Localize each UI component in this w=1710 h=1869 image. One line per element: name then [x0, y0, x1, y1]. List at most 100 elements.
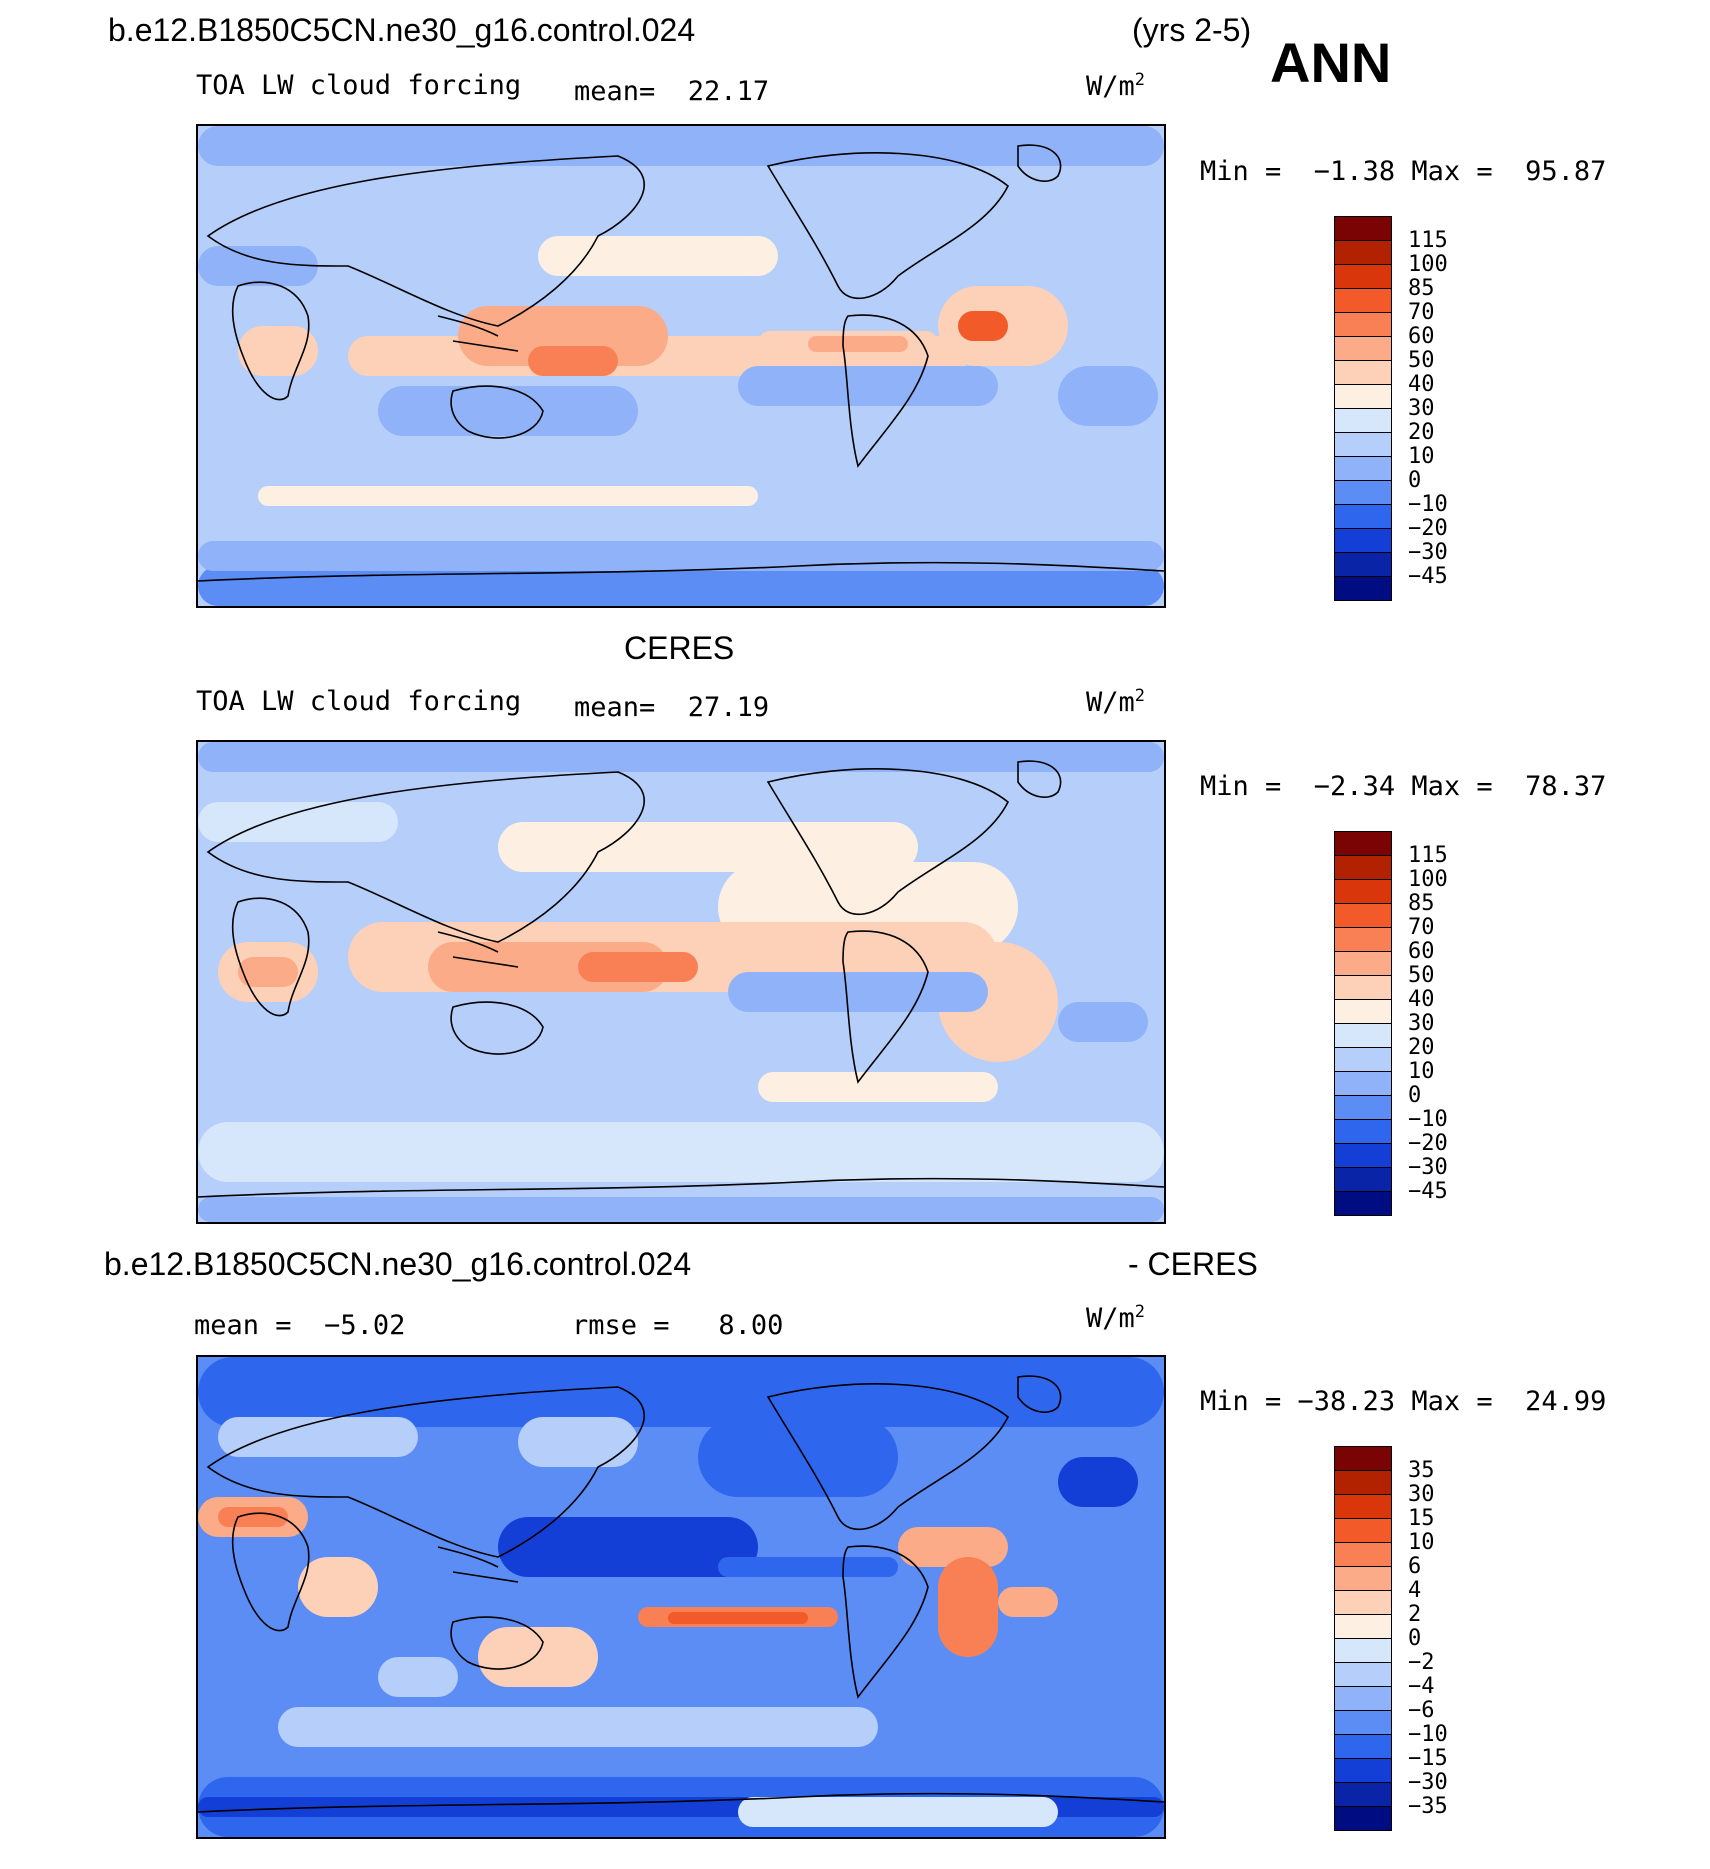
panel1-units: W/m2: [1086, 70, 1145, 102]
field-contour-region: [298, 1557, 378, 1617]
colorbar-swatch: [1334, 1119, 1392, 1144]
panel3-rmse: rmse = 8.00: [572, 1310, 783, 1341]
colorbar-swatch: [1334, 336, 1392, 361]
colorbar-swatch: [1334, 1782, 1392, 1807]
coastline: [450, 1616, 544, 1670]
colorbar-tick-label: 10: [1408, 444, 1435, 469]
coastline: [766, 152, 1010, 300]
panel2-min-label: Min =: [1200, 771, 1282, 802]
colorbar-swatch: [1334, 576, 1392, 601]
panel2-units-base: W/m: [1086, 687, 1135, 718]
field-contour-region: [218, 1417, 418, 1457]
coastline: [1017, 144, 1062, 182]
colorbar-tick-label: 50: [1408, 963, 1435, 988]
colorbar-tick-label: −10: [1408, 1107, 1448, 1132]
colorbar-tick-label: −20: [1408, 516, 1448, 541]
field-contour-region: [198, 166, 1164, 226]
field-contour-region: [498, 822, 918, 872]
panel3-min-value: −38.23: [1297, 1386, 1396, 1417]
colorbar-swatch: [1334, 1143, 1392, 1168]
panel3-rmse-value: 8.00: [718, 1310, 784, 1341]
panel3-units-base: W/m: [1086, 1303, 1135, 1334]
field-contour-region: [198, 1357, 1164, 1427]
colorbar-tick-label: 0: [1408, 468, 1422, 493]
colorbar-swatch: [1334, 831, 1392, 856]
panel2-units: W/m2: [1086, 686, 1145, 718]
panel2-min-value: −2.34: [1313, 771, 1396, 802]
colorbar-tick-label: 10: [1408, 1059, 1435, 1084]
coastline: [231, 1512, 310, 1632]
colorbar-tick-label: −10: [1408, 1722, 1448, 1747]
colorbar-swatch: [1334, 288, 1392, 313]
panel1-units-base: W/m: [1086, 71, 1135, 102]
coastline: [437, 315, 519, 352]
colorbar-tick-label: 0: [1408, 1626, 1422, 1651]
field-contour-region: [718, 1557, 898, 1577]
colorbar-tick-label: 15: [1408, 1506, 1435, 1531]
field-contour-region: [998, 1587, 1058, 1617]
coastline: [206, 771, 645, 943]
field-contour-region: [518, 1417, 638, 1467]
colorbar-swatch: [1334, 1542, 1392, 1567]
panel1-minmax: Min = −1.38 Max = 95.87: [1200, 156, 1606, 187]
field-contour-region: [238, 326, 318, 376]
colorbar-swatch: [1334, 1566, 1392, 1591]
colorbar-swatch: [1334, 1167, 1392, 1192]
panel2-units-exp: 2: [1134, 686, 1146, 706]
colorbar-swatch: [1334, 1470, 1392, 1495]
field-contour-region: [958, 311, 1008, 341]
panel1-max-value: 95.87: [1525, 156, 1607, 187]
colorbar-tick-label: 20: [1408, 1035, 1435, 1060]
panel3-units: W/m2: [1086, 1302, 1145, 1334]
panel3-title-right: - CERES: [1128, 1246, 1258, 1282]
coastline: [206, 155, 645, 327]
colorbar-tick-label: −45: [1408, 564, 1448, 589]
colorbar-swatch: [1334, 432, 1392, 457]
colorbar-swatch: [1334, 1047, 1392, 1072]
colorbar-tick-label: 85: [1408, 891, 1435, 916]
field-contour-region: [198, 802, 398, 842]
colorbar-swatch: [1334, 216, 1392, 241]
panel3-min-label: Min =: [1200, 1386, 1282, 1417]
colorbar-tick-label: 30: [1408, 1482, 1435, 1507]
panel3-rmse-label: rmse =: [572, 1310, 670, 1341]
colorbar-swatch: [1334, 264, 1392, 289]
field-contour-region: [198, 1122, 1164, 1182]
coastline: [842, 1545, 929, 1699]
colorbar-swatch: [1334, 504, 1392, 529]
field-contour-region: [318, 1042, 618, 1082]
coastline: [766, 1383, 1010, 1531]
panel1-mean-value: 22.17: [687, 76, 770, 107]
field-contour-region: [198, 541, 1164, 571]
colorbar-swatch: [1334, 1071, 1392, 1096]
colorbar-swatch: [1334, 312, 1392, 337]
field-contour-region: [1058, 1002, 1148, 1042]
colorbar-swatch: [1334, 1806, 1392, 1831]
panel3-units-exp: 2: [1134, 1302, 1146, 1322]
map-panel-obs: [196, 740, 1166, 1224]
field-contour-region: [218, 1507, 288, 1527]
panel1-mean: mean= 22.17: [574, 76, 769, 107]
coastline: [206, 1386, 645, 1558]
field-contour-region: [808, 336, 908, 352]
coastline: [437, 1546, 519, 1583]
colorbar-tick-label: 30: [1408, 396, 1435, 421]
colorbar-swatch: [1334, 1590, 1392, 1615]
years-label: (yrs 2-5): [1132, 12, 1252, 48]
map-panel-model: [196, 124, 1166, 608]
colorbar-tick-label: 100: [1408, 867, 1448, 892]
colorbar-tick-label: −30: [1408, 1155, 1448, 1180]
coastline: [450, 1001, 544, 1055]
colorbar-swatch: [1334, 456, 1392, 481]
colorbar-swatch: [1334, 1095, 1392, 1120]
field-contour-region: [738, 366, 998, 406]
colorbar-tick-label: 30: [1408, 1011, 1435, 1036]
field-contour-region: [458, 306, 668, 366]
panel3-title-left: b.e12.B1850C5CN.ne30_g16.control.024: [104, 1246, 692, 1282]
colorbar-swatch: [1334, 1614, 1392, 1639]
panel1-min-label: Min =: [1200, 156, 1282, 187]
field-contour-region: [698, 1417, 898, 1497]
colorbar-tick-label: −4: [1408, 1674, 1435, 1699]
panel1-mean-label: mean=: [574, 76, 656, 107]
coastline: [198, 1792, 1164, 1813]
